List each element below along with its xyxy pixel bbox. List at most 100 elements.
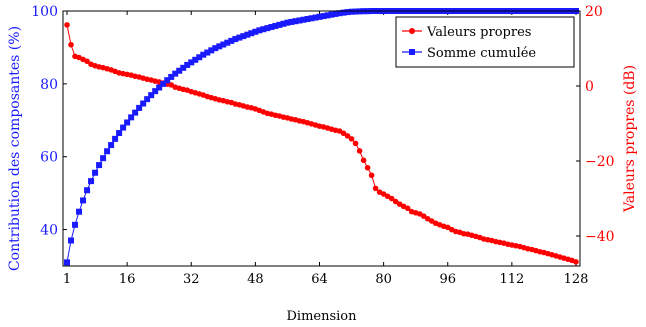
left-tick-label: 60: [40, 150, 58, 166]
x-tick-label: 128: [564, 272, 589, 287]
cumulative-sum-point: [276, 21, 283, 28]
cumulative-sum-point: [352, 8, 359, 15]
cumulative-sum-point: [332, 10, 339, 17]
eigenvalue-point: [573, 259, 579, 265]
cumulative-sum-point: [208, 47, 215, 54]
x-tick-label: 1: [63, 272, 71, 287]
cumulative-sum-point: [300, 16, 307, 23]
legend-marker-eigenvalues: [409, 28, 415, 34]
eigenvalue-point: [404, 205, 411, 212]
cumulative-sum-point: [192, 56, 199, 63]
cumulative-sum-point: [92, 169, 99, 176]
cumulative-sum-point: [268, 24, 275, 31]
cumulative-sum-point: [184, 61, 191, 68]
cumulative-sum-point: [292, 18, 299, 25]
cumulative-sum-point: [196, 54, 203, 61]
legend-marker-cumulative-sum: [409, 49, 415, 55]
cumulative-sum-point: [96, 162, 103, 169]
cumulative-sum-point: [324, 12, 331, 19]
cumulative-sum-point: [64, 259, 71, 266]
left-axis-ticks: 40 60 80 100: [31, 4, 67, 239]
cumulative-sum-point: [224, 39, 231, 46]
cumulative-sum-point: [160, 80, 167, 87]
cumulative-sum-point: [156, 84, 163, 91]
cumulative-sum-point: [296, 17, 303, 24]
cumulative-sum-point: [148, 92, 155, 99]
eigenvalue-point: [364, 164, 371, 171]
cumulative-sum-point: [316, 13, 323, 20]
right-axis-label: Valeurs propres (dB): [622, 65, 638, 213]
x-tick-label: 80: [375, 272, 392, 287]
eigenvalue-point: [84, 58, 90, 65]
cumulative-sum-point: [248, 30, 255, 37]
eigenvalue-point: [360, 157, 367, 164]
cumulative-sum-point: [304, 16, 311, 23]
eigenvalue-point: [352, 140, 359, 147]
eigenvalue-point: [344, 133, 351, 139]
right-tick-label: −20: [585, 154, 615, 170]
cumulative-sum-point: [88, 178, 95, 185]
x-axis-label: Dimension: [286, 309, 357, 324]
cumulative-sum-point: [344, 9, 351, 16]
right-tick-label: 0: [585, 79, 594, 95]
eigenvalue-point: [356, 148, 363, 154]
cumulative-sum-point: [108, 142, 115, 149]
eigenvalue-point: [460, 230, 467, 237]
legend-box: [395, 16, 575, 68]
cumulative-sum-point: [348, 8, 355, 15]
cumulative-sum-point: [80, 197, 87, 204]
cumulative-sum-point: [68, 237, 75, 244]
series-eigenvalues: [64, 22, 579, 265]
x-axis-ticks: 1 16 32 48 64 80 96 112 128: [63, 11, 589, 287]
cumulative-sum-point: [288, 18, 295, 25]
cumulative-sum-point: [136, 104, 143, 111]
right-tick-label: 20: [585, 4, 603, 20]
left-tick-label: 40: [40, 223, 58, 239]
cumulative-sum-point: [232, 36, 239, 43]
cumulative-sum-point: [100, 155, 107, 162]
cumulative-sum-point: [172, 70, 179, 77]
eigenvalue-point: [388, 195, 395, 202]
cumulative-sum-point: [112, 135, 119, 142]
cumulative-sum-point: [204, 49, 211, 56]
cumulative-sum-point: [260, 26, 267, 33]
cumulative-sum-point: [132, 109, 139, 116]
eigenvalue-point: [68, 41, 74, 48]
eigenvalue-point: [348, 136, 355, 142]
eigenvalue-point: [372, 185, 379, 192]
left-tick-label: 80: [40, 77, 58, 93]
cumulative-sum-point: [256, 27, 263, 34]
cumulative-sum-point: [336, 10, 343, 17]
cumulative-sum-point: [76, 208, 83, 215]
cumulative-sum-point: [272, 22, 279, 29]
cumulative-sum-point: [216, 43, 223, 50]
x-tick-label: 96: [439, 272, 456, 287]
cumulative-sum-point: [280, 20, 287, 27]
cumulative-sum-point: [72, 221, 79, 228]
cumulative-sum-point: [164, 77, 171, 84]
cumulative-sum-point: [188, 59, 195, 66]
cumulative-sum-point: [176, 67, 183, 74]
cumulative-sum-point: [180, 64, 187, 71]
cumulative-sum-point: [340, 9, 347, 16]
cumulative-sum-point: [84, 187, 91, 194]
left-axis-label: Contribution des composantes (%): [7, 26, 23, 271]
cumulative-sum-point: [144, 96, 151, 103]
eigenvalue-point: [64, 22, 70, 28]
cumulative-sum-point: [264, 25, 271, 32]
cumulative-sum-point: [328, 11, 335, 18]
cumulative-sum-point: [168, 73, 175, 80]
legend-label-eigenvalues: Valeurs propres: [426, 25, 531, 40]
cumulative-sum-point: [212, 45, 219, 52]
x-tick-label: 16: [119, 272, 136, 287]
cumulative-sum-point: [116, 130, 123, 137]
eigenvalue-point: [420, 213, 427, 219]
eigenvalue-point: [392, 198, 399, 205]
legend: Valeurs propres Somme cumulée: [395, 16, 575, 68]
cumulative-sum-point: [240, 33, 247, 40]
cumulative-sum-point: [320, 13, 327, 20]
cumulative-sum-point: [220, 41, 227, 48]
cumulative-sum-point: [284, 19, 291, 26]
cumulative-sum-point: [104, 148, 111, 155]
